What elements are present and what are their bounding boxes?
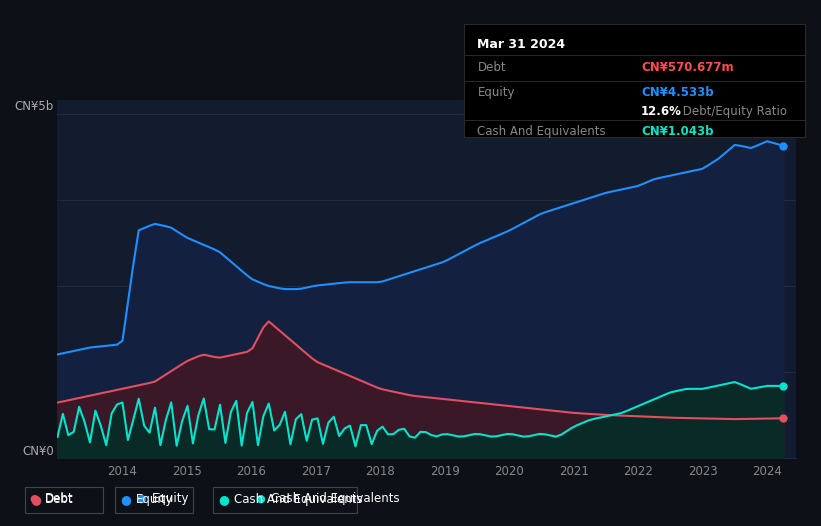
Text: Cash And Equivalents: Cash And Equivalents <box>478 126 606 138</box>
Text: Debt/Equity Ratio: Debt/Equity Ratio <box>678 105 787 118</box>
Text: CN¥5b: CN¥5b <box>15 100 54 113</box>
Text: Debt: Debt <box>45 492 74 505</box>
Text: CN¥0: CN¥0 <box>22 444 54 458</box>
Text: Equity: Equity <box>152 492 190 505</box>
Text: CN¥1.043b: CN¥1.043b <box>641 126 713 138</box>
Text: Equity: Equity <box>478 86 515 99</box>
Text: ●: ● <box>30 493 39 504</box>
Text: ●: ● <box>120 493 131 506</box>
Text: Mar 31 2024: Mar 31 2024 <box>478 38 566 52</box>
Text: ●: ● <box>30 493 41 506</box>
Text: CN¥570.677m: CN¥570.677m <box>641 61 734 74</box>
Text: Cash And Equivalents: Cash And Equivalents <box>234 493 363 506</box>
Text: ●: ● <box>218 493 230 506</box>
Text: ●: ● <box>136 493 146 504</box>
Text: ●: ● <box>256 493 266 504</box>
Text: Cash And Equivalents: Cash And Equivalents <box>272 492 400 505</box>
Text: Debt: Debt <box>45 493 74 506</box>
Text: Equity: Equity <box>135 493 173 506</box>
Text: CN¥4.533b: CN¥4.533b <box>641 86 713 99</box>
Text: Debt: Debt <box>478 61 506 74</box>
Text: 12.6%: 12.6% <box>641 105 682 118</box>
